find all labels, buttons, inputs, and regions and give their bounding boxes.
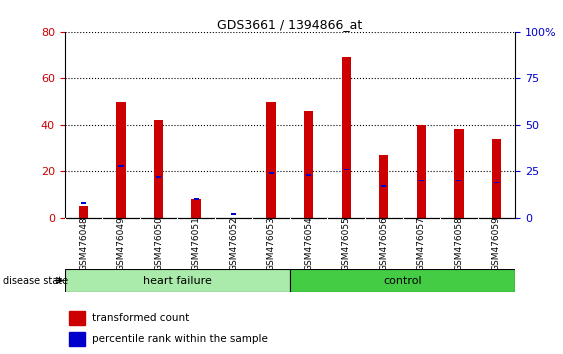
Bar (79, 206, 88, 218)
Bar (417, 125, 426, 218)
Text: control: control (383, 275, 422, 286)
Bar (117, 102, 126, 218)
Text: heart failure: heart failure (143, 275, 212, 286)
Text: GSM476055: GSM476055 (342, 216, 351, 271)
Bar (231, 213, 236, 215)
Text: GSM476048: GSM476048 (79, 216, 88, 271)
Text: GSM476059: GSM476059 (492, 216, 501, 271)
Text: GSM476051: GSM476051 (191, 216, 200, 271)
Bar (81, 202, 86, 204)
Bar (266, 102, 276, 218)
Title: GDS3661 / 1394866_at: GDS3661 / 1394866_at (217, 18, 363, 31)
Bar (304, 111, 314, 218)
Bar (156, 176, 161, 178)
Bar (342, 57, 351, 218)
Bar (118, 165, 124, 166)
Bar (154, 120, 163, 218)
Bar (379, 155, 388, 218)
Bar (419, 180, 424, 181)
Text: GSM476058: GSM476058 (454, 216, 463, 271)
Bar (194, 198, 199, 200)
Text: transformed count: transformed count (92, 313, 189, 323)
Bar (343, 169, 349, 170)
Bar (381, 185, 386, 187)
Bar (191, 199, 201, 218)
Text: GSM476057: GSM476057 (417, 216, 426, 271)
Bar (65, 269, 290, 292)
Bar (494, 182, 499, 183)
Bar (290, 269, 515, 292)
Text: percentile rank within the sample: percentile rank within the sample (92, 334, 267, 344)
Text: disease state: disease state (3, 276, 68, 286)
Bar (456, 180, 462, 181)
Bar (69, 332, 85, 346)
Bar (269, 172, 274, 174)
Bar (306, 174, 311, 176)
Bar (491, 139, 501, 218)
Text: GSM476054: GSM476054 (304, 216, 313, 271)
Text: GSM476050: GSM476050 (154, 216, 163, 271)
Text: GSM476049: GSM476049 (117, 216, 126, 271)
Text: GSM476056: GSM476056 (379, 216, 388, 271)
Text: GSM476053: GSM476053 (267, 216, 276, 271)
Bar (69, 312, 85, 325)
Text: GSM476052: GSM476052 (229, 216, 238, 271)
Bar (454, 130, 463, 218)
